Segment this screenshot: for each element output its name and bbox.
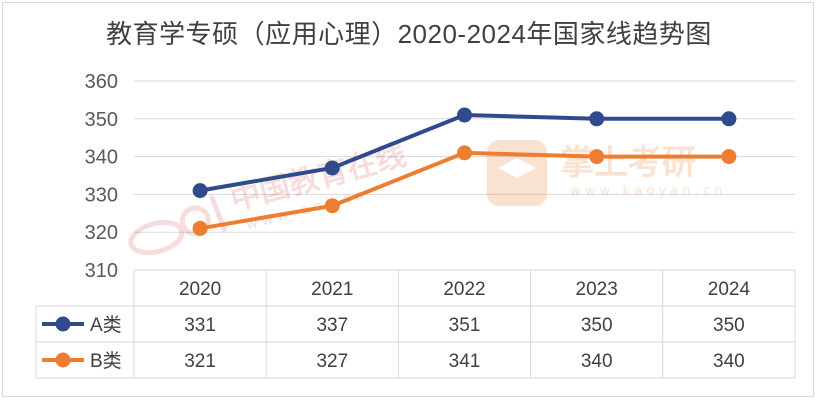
y-tick-label: 320 (85, 222, 118, 244)
data-table: 2020 2021 2022 2023 2024 A类 331 337 351 350 350 B类 3… (35, 269, 796, 379)
data-point (721, 111, 737, 127)
data-label: 341 (449, 351, 481, 372)
data-label: 351 (449, 315, 481, 336)
kaoyan-watermark: 掌上考研 w w w . k a o y a n . c n (487, 140, 722, 206)
legend-label: A类 (90, 314, 122, 336)
legend-marker (55, 316, 71, 332)
y-tick-label: 360 (85, 71, 118, 93)
data-label: 327 (316, 351, 348, 372)
data-point (721, 149, 737, 165)
data-point (324, 198, 340, 214)
data-point (457, 107, 472, 123)
data-point (324, 160, 340, 176)
legend-marker (55, 352, 71, 368)
x-tick-label: 2024 (708, 279, 751, 300)
grid (134, 80, 795, 233)
data-label: 350 (581, 315, 613, 336)
data-point (192, 183, 208, 199)
data-point (457, 145, 472, 161)
data-label: 340 (581, 351, 613, 372)
x-tick-label: 2020 (179, 279, 221, 300)
chart-frame (2, 2, 814, 397)
y-tick-label: 350 (85, 109, 118, 131)
y-tick-label: 330 (85, 184, 118, 206)
y-tick-label: 340 (85, 147, 118, 169)
data-label: 337 (316, 315, 348, 336)
legend-label: B类 (90, 350, 122, 372)
data-label: 350 (713, 315, 745, 336)
data-point (192, 220, 208, 236)
data-label: 321 (184, 351, 216, 372)
x-tick-label: 2021 (311, 279, 353, 300)
data-point (589, 149, 605, 165)
series-lines (192, 107, 737, 236)
x-tick-label: 2022 (443, 279, 485, 300)
y-axis: 310 320 330 340 350 360 (85, 71, 118, 282)
x-tick-label: 2023 (576, 279, 618, 300)
kaoyan-watermark-text: 掌上考研 (560, 143, 696, 183)
data-point (589, 111, 605, 127)
y-tick-label: 310 (85, 260, 118, 282)
chart-title: 教育学专硕（应用心理）2020-2024年国家线趋势图 (106, 19, 712, 49)
data-label: 331 (184, 315, 216, 336)
kaoyan-watermark-url: w w w . k a o y a n . c n (570, 184, 722, 199)
data-label: 340 (713, 351, 745, 372)
